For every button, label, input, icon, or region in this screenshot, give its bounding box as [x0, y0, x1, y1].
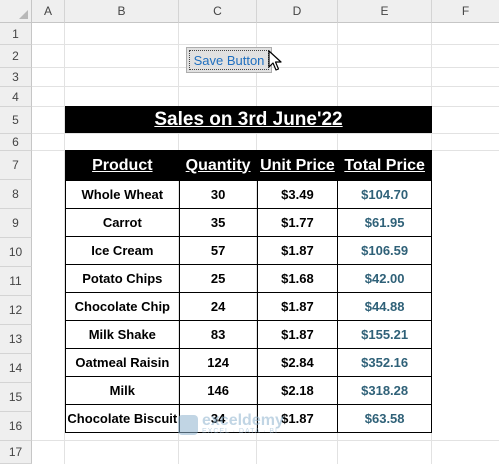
gridline — [32, 440, 499, 441]
total-price-cell[interactable]: $106.59 — [337, 236, 432, 265]
table-row: Chocolate Biscuit 34 $1.87 $63.58 — [65, 404, 432, 433]
select-all-triangle-icon — [19, 10, 28, 19]
row-header-12[interactable]: 12 — [0, 296, 32, 325]
row-header-5[interactable]: 5 — [0, 107, 32, 134]
column-header-c[interactable]: C — [179, 0, 257, 23]
quantity-cell[interactable]: 24 — [178, 292, 258, 321]
total-price-cell[interactable]: $61.95 — [337, 208, 432, 237]
quantity-cell[interactable]: 146 — [178, 376, 258, 405]
unit-price-cell[interactable]: $2.84 — [256, 348, 339, 377]
total-price-cell[interactable]: $352.16 — [337, 348, 432, 377]
row-header-16[interactable]: 16 — [0, 412, 32, 441]
unit-price-cell[interactable]: $1.87 — [256, 404, 339, 433]
unit-price-cell[interactable]: $1.87 — [256, 320, 339, 349]
gridline — [431, 23, 432, 464]
save-button[interactable]: Save Button — [186, 47, 272, 73]
header-total-price[interactable]: Total Price — [337, 150, 432, 181]
row-header-13[interactable]: 13 — [0, 325, 32, 354]
table-row: Milk Shake 83 $1.87 $155.21 — [65, 320, 432, 349]
row-header-7[interactable]: 7 — [0, 151, 32, 180]
column-header-e[interactable]: E — [338, 0, 432, 23]
gridline — [64, 23, 65, 464]
row-header-10[interactable]: 10 — [0, 238, 32, 267]
table-row: Ice Cream 57 $1.87 $106.59 — [65, 236, 432, 265]
table-row: Carrot 35 $1.77 $61.95 — [65, 208, 432, 237]
gridline — [32, 133, 499, 134]
table-row: Potato Chips 25 $1.68 $42.00 — [65, 264, 432, 293]
unit-price-cell[interactable]: $1.87 — [256, 236, 339, 265]
product-cell[interactable]: Milk Shake — [65, 320, 180, 349]
quantity-cell[interactable]: 57 — [178, 236, 258, 265]
header-quantity[interactable]: Quantity — [178, 150, 258, 181]
row-header-11[interactable]: 11 — [0, 267, 32, 296]
row-header-17[interactable]: 17 — [0, 441, 32, 464]
column-header-a[interactable]: A — [32, 0, 65, 23]
product-cell[interactable]: Oatmeal Raisin — [65, 348, 180, 377]
table-row: Milk 146 $2.18 $318.28 — [65, 376, 432, 405]
quantity-cell[interactable]: 25 — [178, 264, 258, 293]
row-header-9[interactable]: 9 — [0, 209, 32, 238]
product-cell[interactable]: Whole Wheat — [65, 180, 180, 209]
row-header-6[interactable]: 6 — [0, 134, 32, 151]
product-cell[interactable]: Ice Cream — [65, 236, 180, 265]
total-price-cell[interactable]: $155.21 — [337, 320, 432, 349]
quantity-cell[interactable]: 30 — [178, 180, 258, 209]
table-header-row: Product Quantity Unit Price Total Price — [65, 150, 432, 181]
unit-price-cell[interactable]: $1.87 — [256, 292, 339, 321]
mouse-pointer-icon — [268, 50, 282, 71]
total-price-cell[interactable]: $42.00 — [337, 264, 432, 293]
unit-price-cell[interactable]: $1.68 — [256, 264, 339, 293]
table-row: Chocolate Chip 24 $1.87 $44.88 — [65, 292, 432, 321]
column-header-f[interactable]: F — [432, 0, 499, 23]
header-unit-price[interactable]: Unit Price — [256, 150, 339, 181]
sales-title: Sales on 3rd June'22 — [65, 106, 432, 133]
row-header-4[interactable]: 4 — [0, 87, 32, 107]
gridline — [32, 86, 499, 87]
gridline — [32, 44, 499, 45]
total-price-cell[interactable]: $63.58 — [337, 404, 432, 433]
column-header-d[interactable]: D — [257, 0, 338, 23]
total-price-cell[interactable]: $44.88 — [337, 292, 432, 321]
table-row: Oatmeal Raisin 124 $2.84 $352.16 — [65, 348, 432, 377]
product-cell[interactable]: Potato Chips — [65, 264, 180, 293]
row-header-3[interactable]: 3 — [0, 68, 32, 87]
product-cell[interactable]: Carrot — [65, 208, 180, 237]
sales-table: Product Quantity Unit Price Total Price … — [65, 150, 432, 433]
product-cell[interactable]: Milk — [65, 376, 180, 405]
table-row: Whole Wheat 30 $3.49 $104.70 — [65, 180, 432, 209]
quantity-cell[interactable]: 124 — [178, 348, 258, 377]
unit-price-cell[interactable]: $1.77 — [256, 208, 339, 237]
product-cell[interactable]: Chocolate Chip — [65, 292, 180, 321]
unit-price-cell[interactable]: $2.18 — [256, 376, 339, 405]
row-header-1[interactable]: 1 — [0, 23, 32, 45]
row-header-8[interactable]: 8 — [0, 180, 32, 209]
select-all-corner[interactable] — [0, 0, 32, 23]
product-cell[interactable]: Chocolate Biscuit — [65, 404, 180, 433]
row-header-2[interactable]: 2 — [0, 45, 32, 68]
quantity-cell[interactable]: 35 — [178, 208, 258, 237]
column-header-b[interactable]: B — [65, 0, 179, 23]
quantity-cell[interactable]: 83 — [178, 320, 258, 349]
total-price-cell[interactable]: $318.28 — [337, 376, 432, 405]
header-product[interactable]: Product — [65, 150, 180, 181]
unit-price-cell[interactable]: $3.49 — [256, 180, 339, 209]
quantity-cell[interactable]: 34 — [178, 404, 258, 433]
total-price-cell[interactable]: $104.70 — [337, 180, 432, 209]
row-header-14[interactable]: 14 — [0, 354, 32, 383]
row-header-15[interactable]: 15 — [0, 383, 32, 412]
